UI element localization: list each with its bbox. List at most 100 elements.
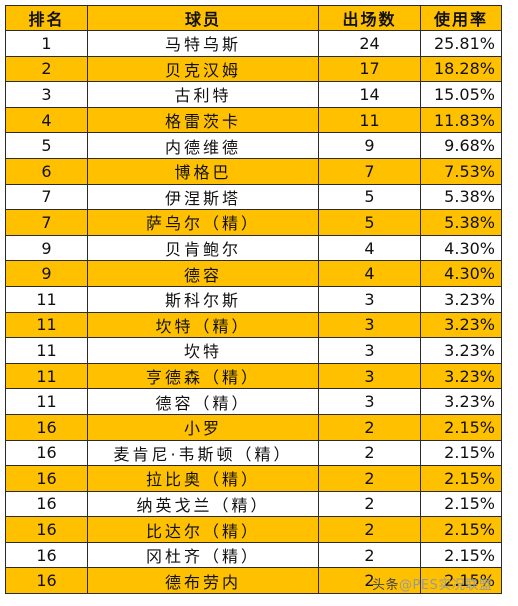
player-cell: 萨乌尔（精） xyxy=(87,209,319,236)
rank-cell: 9 xyxy=(5,260,88,287)
player-cell: 亨德森（精） xyxy=(87,362,319,390)
player-cell: 坎特 xyxy=(87,337,319,364)
rank-cell: 9 xyxy=(5,234,88,262)
player-cell: 坎特（精） xyxy=(87,311,319,339)
table-row: 9 德容 4 4.30% xyxy=(5,260,502,287)
table-row: 11 亨德森（精） 3 3.23% xyxy=(5,362,502,390)
usage-rate-cell: 15.05% xyxy=(420,81,502,108)
usage-rate-cell: 5.38% xyxy=(420,183,502,211)
table-row: 16 冈杜齐（精） 2 2.15% xyxy=(5,541,502,569)
player-cell: 纳英戈兰（精） xyxy=(87,490,319,518)
table-header-row: 排名 球员 出场数 使用率 xyxy=(5,5,502,31)
player-cell: 马特乌斯 xyxy=(87,30,319,57)
usage-rate-cell: 2.15% xyxy=(420,465,502,492)
usage-rate-cell: 2.15% xyxy=(420,439,502,467)
watermark: 头条@PES实况联盟 xyxy=(372,574,492,593)
usage-rate-cell: 4.30% xyxy=(420,234,502,262)
usage-rate-cell: 9.68% xyxy=(420,132,502,159)
rank-cell: 11 xyxy=(5,311,88,339)
table-row: 16 德布劳内 2 2.15% xyxy=(5,567,502,595)
rank-cell: 16 xyxy=(5,439,88,467)
usage-rate-cell: 2.15% xyxy=(420,516,502,543)
table-row: 7 萨乌尔（精） 5 5.38% xyxy=(5,209,502,236)
usage-rate-column-header: 使用率 xyxy=(420,5,502,31)
watermark-handle: @PES实况联盟 xyxy=(399,578,493,593)
rank-cell: 7 xyxy=(5,209,88,236)
table-row: 11 坎特 3 3.23% xyxy=(5,337,502,364)
rank-cell: 16 xyxy=(5,490,88,518)
rank-cell: 4 xyxy=(5,106,88,134)
appearances-cell: 2 xyxy=(318,413,421,441)
usage-rate-cell: 2.15% xyxy=(420,413,502,441)
usage-rate-cell: 3.23% xyxy=(420,362,502,390)
player-cell: 小罗 xyxy=(87,413,319,441)
appearances-cell: 2 xyxy=(318,567,421,595)
table-row: 7 伊涅斯塔 5 5.38% xyxy=(5,183,502,211)
rank-cell: 11 xyxy=(5,362,88,390)
table-row: 9 贝肯鲍尔 4 4.30% xyxy=(5,234,502,262)
table-row: 5 内德维德 9 9.68% xyxy=(5,132,502,159)
player-cell: 冈杜齐（精） xyxy=(87,541,319,569)
table-row: 11 德容（精） 3 3.23% xyxy=(5,388,502,415)
appearances-cell: 3 xyxy=(318,311,421,339)
appearances-cell: 2 xyxy=(318,490,421,518)
player-cell: 格雷茨卡 xyxy=(87,106,319,134)
appearances-cell: 3 xyxy=(318,362,421,390)
appearances-cell: 3 xyxy=(318,337,421,364)
appearances-cell: 14 xyxy=(318,81,421,108)
appearances-cell: 17 xyxy=(318,55,421,83)
usage-rate-cell: 4.30% xyxy=(420,260,502,287)
rank-cell: 16 xyxy=(5,567,88,595)
player-cell: 麦肯尼·韦斯顿（精） xyxy=(87,439,319,467)
appearances-cell: 2 xyxy=(318,465,421,492)
appearances-cell: 4 xyxy=(318,260,421,287)
appearances-cell: 2 xyxy=(318,516,421,543)
appearances-column-header: 出场数 xyxy=(318,5,421,31)
usage-rate-cell: 3.23% xyxy=(420,285,502,313)
usage-rate-cell: 3.23% xyxy=(420,337,502,364)
appearances-cell: 2 xyxy=(318,439,421,467)
player-cell: 贝肯鲍尔 xyxy=(87,234,319,262)
rank-cell: 7 xyxy=(5,183,88,211)
table-row: 6 博格巴 7 7.53% xyxy=(5,157,502,185)
usage-table: 排名 球员 出场数 使用率 1 马特乌斯 24 25.81% 2 贝克汉姆 17 18.28%… xyxy=(5,5,502,595)
player-cell: 德容（精） xyxy=(87,388,319,415)
table-row: 4 格雷茨卡 11 11.83% xyxy=(5,106,502,134)
usage-rate-cell: 25.81% xyxy=(420,30,502,57)
usage-rate-cell: 11.83% xyxy=(420,106,502,134)
table-row: 16 比达尔（精） 2 2.15% xyxy=(5,516,502,543)
usage-rate-cell: 2.15% xyxy=(420,541,502,569)
player-cell: 德容 xyxy=(87,260,319,287)
player-cell: 博格巴 xyxy=(87,157,319,185)
table-row: 16 小罗 2 2.15% xyxy=(5,413,502,441)
rank-cell: 3 xyxy=(5,81,88,108)
rank-cell: 16 xyxy=(5,465,88,492)
rank-column-header: 排名 xyxy=(5,5,88,31)
usage-rate-cell: 5.38% xyxy=(420,209,502,236)
usage-rate-cell: 7.53% xyxy=(420,157,502,185)
rank-cell: 5 xyxy=(5,132,88,159)
rank-cell: 11 xyxy=(5,285,88,313)
table-body: 1 马特乌斯 24 25.81% 2 贝克汉姆 17 18.28% 3 古利特 14 15.05% 4 格… xyxy=(5,30,502,595)
appearances-cell: 5 xyxy=(318,209,421,236)
player-cell: 斯科尔斯 xyxy=(87,285,319,313)
player-cell: 贝克汉姆 xyxy=(87,55,319,83)
table-row: 3 古利特 14 15.05% xyxy=(5,81,502,108)
appearances-cell: 5 xyxy=(318,183,421,211)
player-cell: 伊涅斯塔 xyxy=(87,183,319,211)
appearances-cell: 3 xyxy=(318,285,421,313)
table-row: 11 斯科尔斯 3 3.23% xyxy=(5,285,502,313)
table-row: 1 马特乌斯 24 25.81% xyxy=(5,30,502,57)
table-row: 16 拉比奥（精） 2 2.15% xyxy=(5,465,502,492)
player-cell: 拉比奥（精） xyxy=(87,465,319,492)
appearances-cell: 24 xyxy=(318,30,421,57)
rank-cell: 16 xyxy=(5,413,88,441)
rank-cell: 16 xyxy=(5,516,88,543)
appearances-cell: 2 xyxy=(318,541,421,569)
usage-rate-cell: 2.15% xyxy=(420,490,502,518)
usage-rate-cell: 18.28% xyxy=(420,55,502,83)
watermark-brand: 头条 xyxy=(372,578,400,593)
usage-rate-cell: 3.23% xyxy=(420,311,502,339)
appearances-cell: 4 xyxy=(318,234,421,262)
